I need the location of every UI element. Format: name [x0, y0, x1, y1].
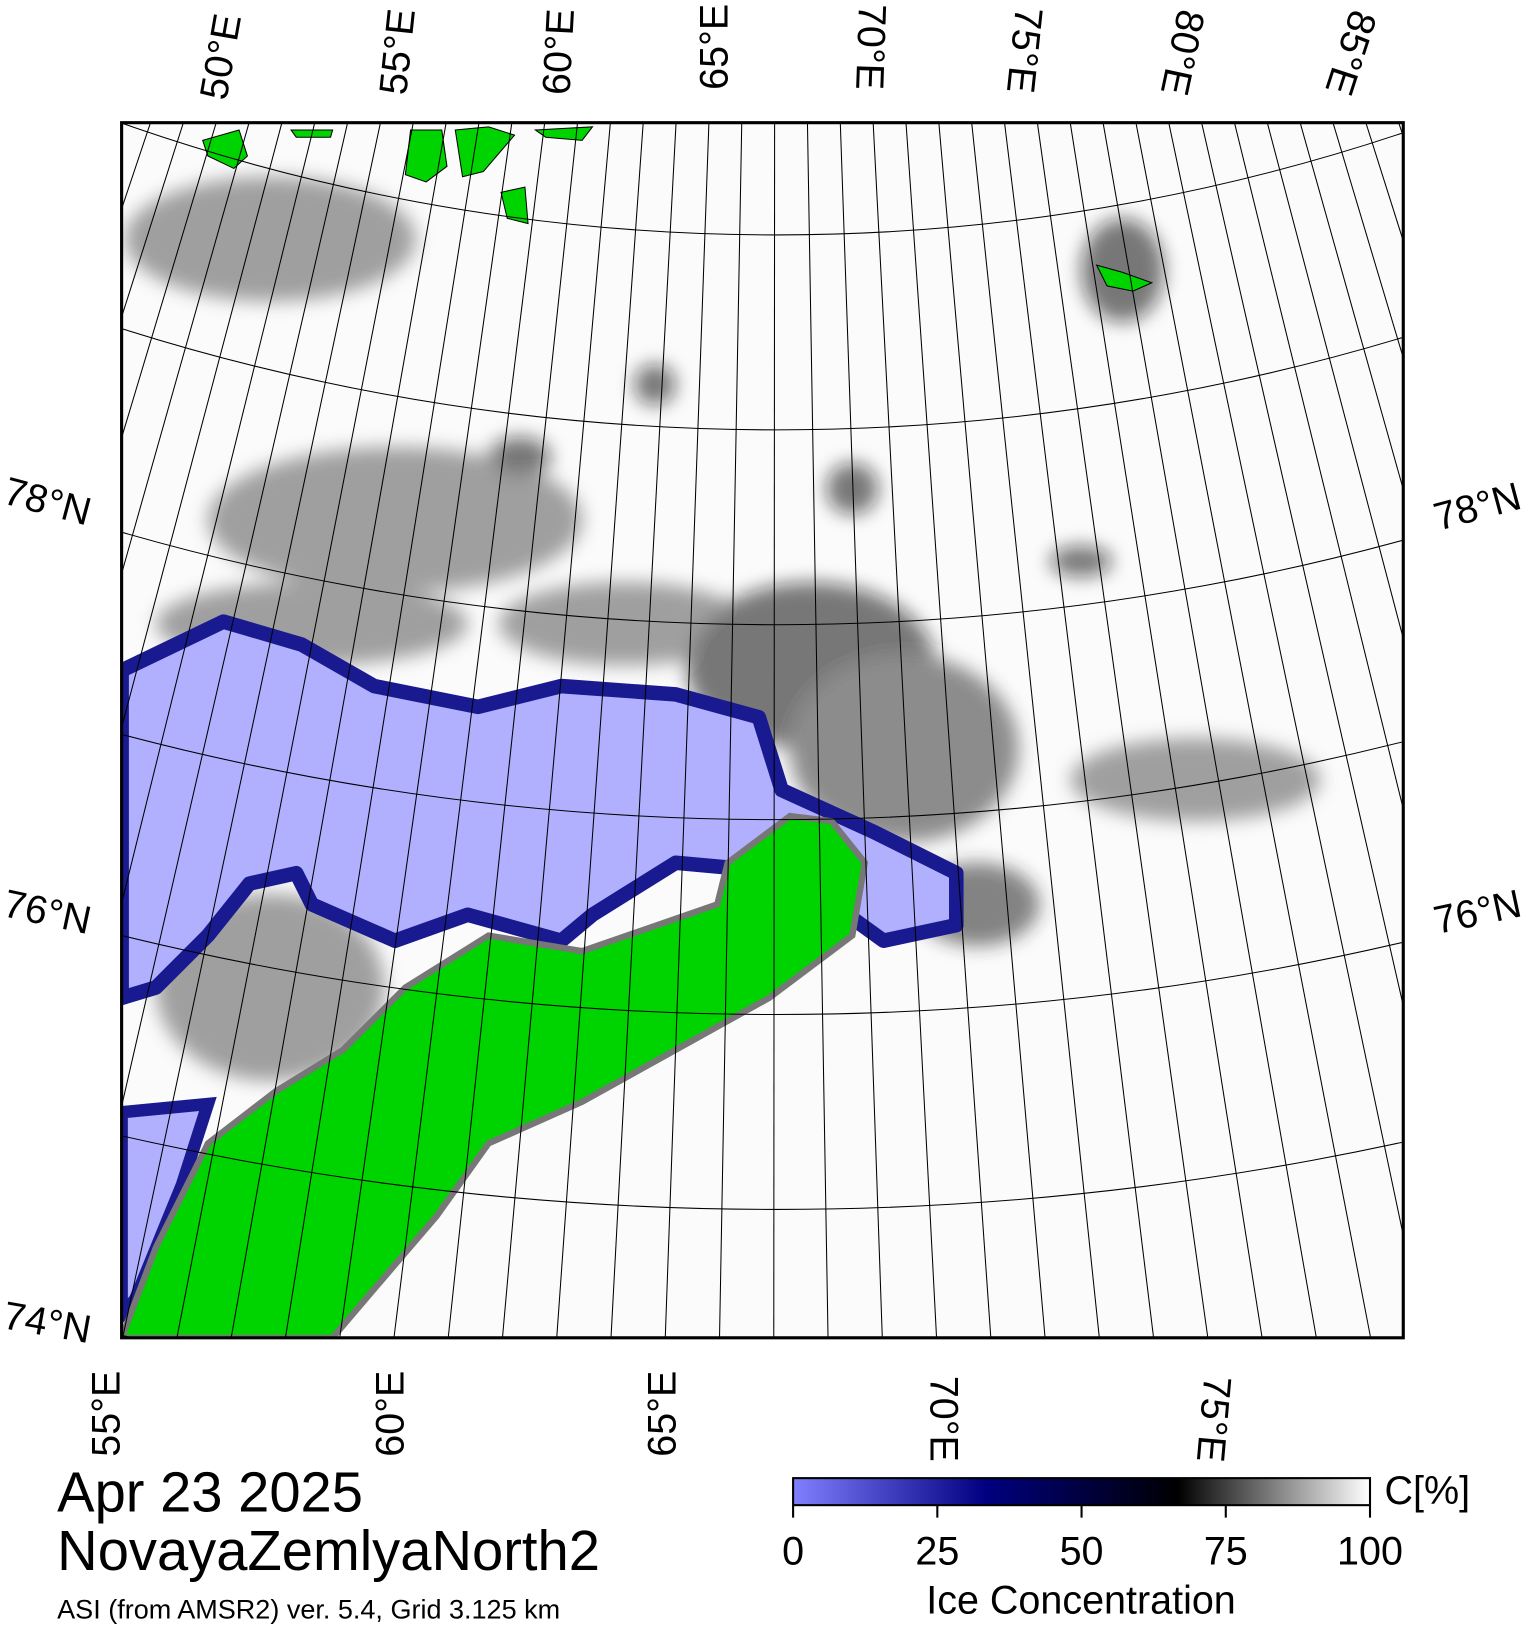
region: NovayaZemlyaNorth2 — [57, 1519, 600, 1582]
map-area — [0, 122, 1528, 1338]
meridian — [1299, 122, 1404, 492]
colorbar-label: Ice Concentration — [926, 1578, 1235, 1622]
colorbar — [792, 1477, 1372, 1507]
meridian — [0, 123, 85, 1338]
date: Apr 23 2025 — [57, 1461, 363, 1524]
meridian — [872, 122, 938, 1338]
meridian — [1266, 122, 1404, 641]
meridian — [1168, 122, 1404, 1238]
meridian — [1069, 122, 1263, 1338]
colorbar-tick-label: 0 — [782, 1529, 804, 1573]
coordinate-label: 75°E — [1188, 1374, 1239, 1464]
colorbar-tick-label: 25 — [915, 1529, 959, 1573]
meridian — [1398, 122, 1404, 139]
meridian — [1432, 123, 1528, 1338]
meridian — [1233, 122, 1404, 812]
meridian — [0, 123, 118, 1338]
coordinate-label: 55°E — [85, 1371, 129, 1457]
meridian — [1036, 122, 1209, 1338]
graticule — [0, 122, 1528, 1338]
colorbar-tick-label: 100 — [1337, 1529, 1403, 1573]
meridian — [556, 122, 644, 1338]
meridian — [1004, 122, 1155, 1338]
coordinate-label: 65°E — [693, 4, 737, 90]
coordinate-label: 60°E — [368, 1371, 412, 1457]
meridian — [122, 122, 381, 1338]
meridian — [447, 122, 579, 1338]
coordinate-label: 78°N — [1429, 474, 1526, 539]
coordinate-label: 50°E — [192, 11, 250, 103]
colorbar-tick-label: 75 — [1204, 1529, 1248, 1573]
coordinate-label: 75°E — [998, 5, 1051, 95]
meridian — [773, 122, 776, 1338]
meridian — [718, 122, 743, 1338]
meridian — [839, 122, 883, 1338]
meridian — [176, 122, 414, 1338]
meridian — [230, 122, 447, 1338]
meridian — [501, 122, 611, 1338]
meridian — [121, 122, 217, 440]
map-frame — [120, 121, 1405, 1340]
meridian — [121, 122, 250, 576]
meridian — [284, 122, 480, 1338]
meridian — [806, 122, 829, 1338]
coordinate-label: 74°N — [0, 1293, 94, 1352]
coordinate-label: 55°E — [371, 7, 424, 97]
meridian — [938, 122, 1046, 1338]
source: ASI (from AMSR2) ver. 5.4, Grid 3.125 km — [57, 1594, 560, 1624]
colorbar-unit: C[%] — [1385, 1469, 1471, 1513]
coordinate-label: 70°E — [921, 1376, 965, 1462]
coordinate-label: 80°E — [1152, 6, 1213, 99]
coordinate-label: 60°E — [535, 8, 583, 96]
coordinate-label: 70°E — [847, 3, 894, 91]
meridian — [1135, 122, 1372, 1338]
coordinate-label: 76°N — [1430, 882, 1525, 943]
meridian — [121, 122, 316, 906]
coordinate-label: 65°E — [641, 1371, 685, 1457]
coordinate-label: 85°E — [1316, 5, 1384, 100]
meridian — [1201, 122, 1404, 1008]
meridian — [610, 122, 677, 1338]
meridian — [1464, 123, 1528, 1338]
meridian — [0, 123, 52, 1338]
coordinate-label: 78°N — [0, 469, 96, 534]
coordinate-label: 76°N — [0, 882, 95, 943]
meridian — [393, 122, 546, 1338]
meridian — [664, 122, 710, 1338]
meridian — [905, 122, 992, 1338]
meridian — [121, 122, 349, 1109]
meridian — [121, 122, 283, 730]
meridian — [1497, 123, 1528, 1338]
colorbar-tick-label: 50 — [1060, 1529, 1104, 1573]
meridian — [339, 122, 513, 1338]
meridian — [1332, 122, 1404, 360]
islands — [202, 126, 1154, 292]
meridian — [0, 123, 19, 1338]
meridian — [971, 122, 1100, 1338]
meridian — [1102, 122, 1317, 1338]
